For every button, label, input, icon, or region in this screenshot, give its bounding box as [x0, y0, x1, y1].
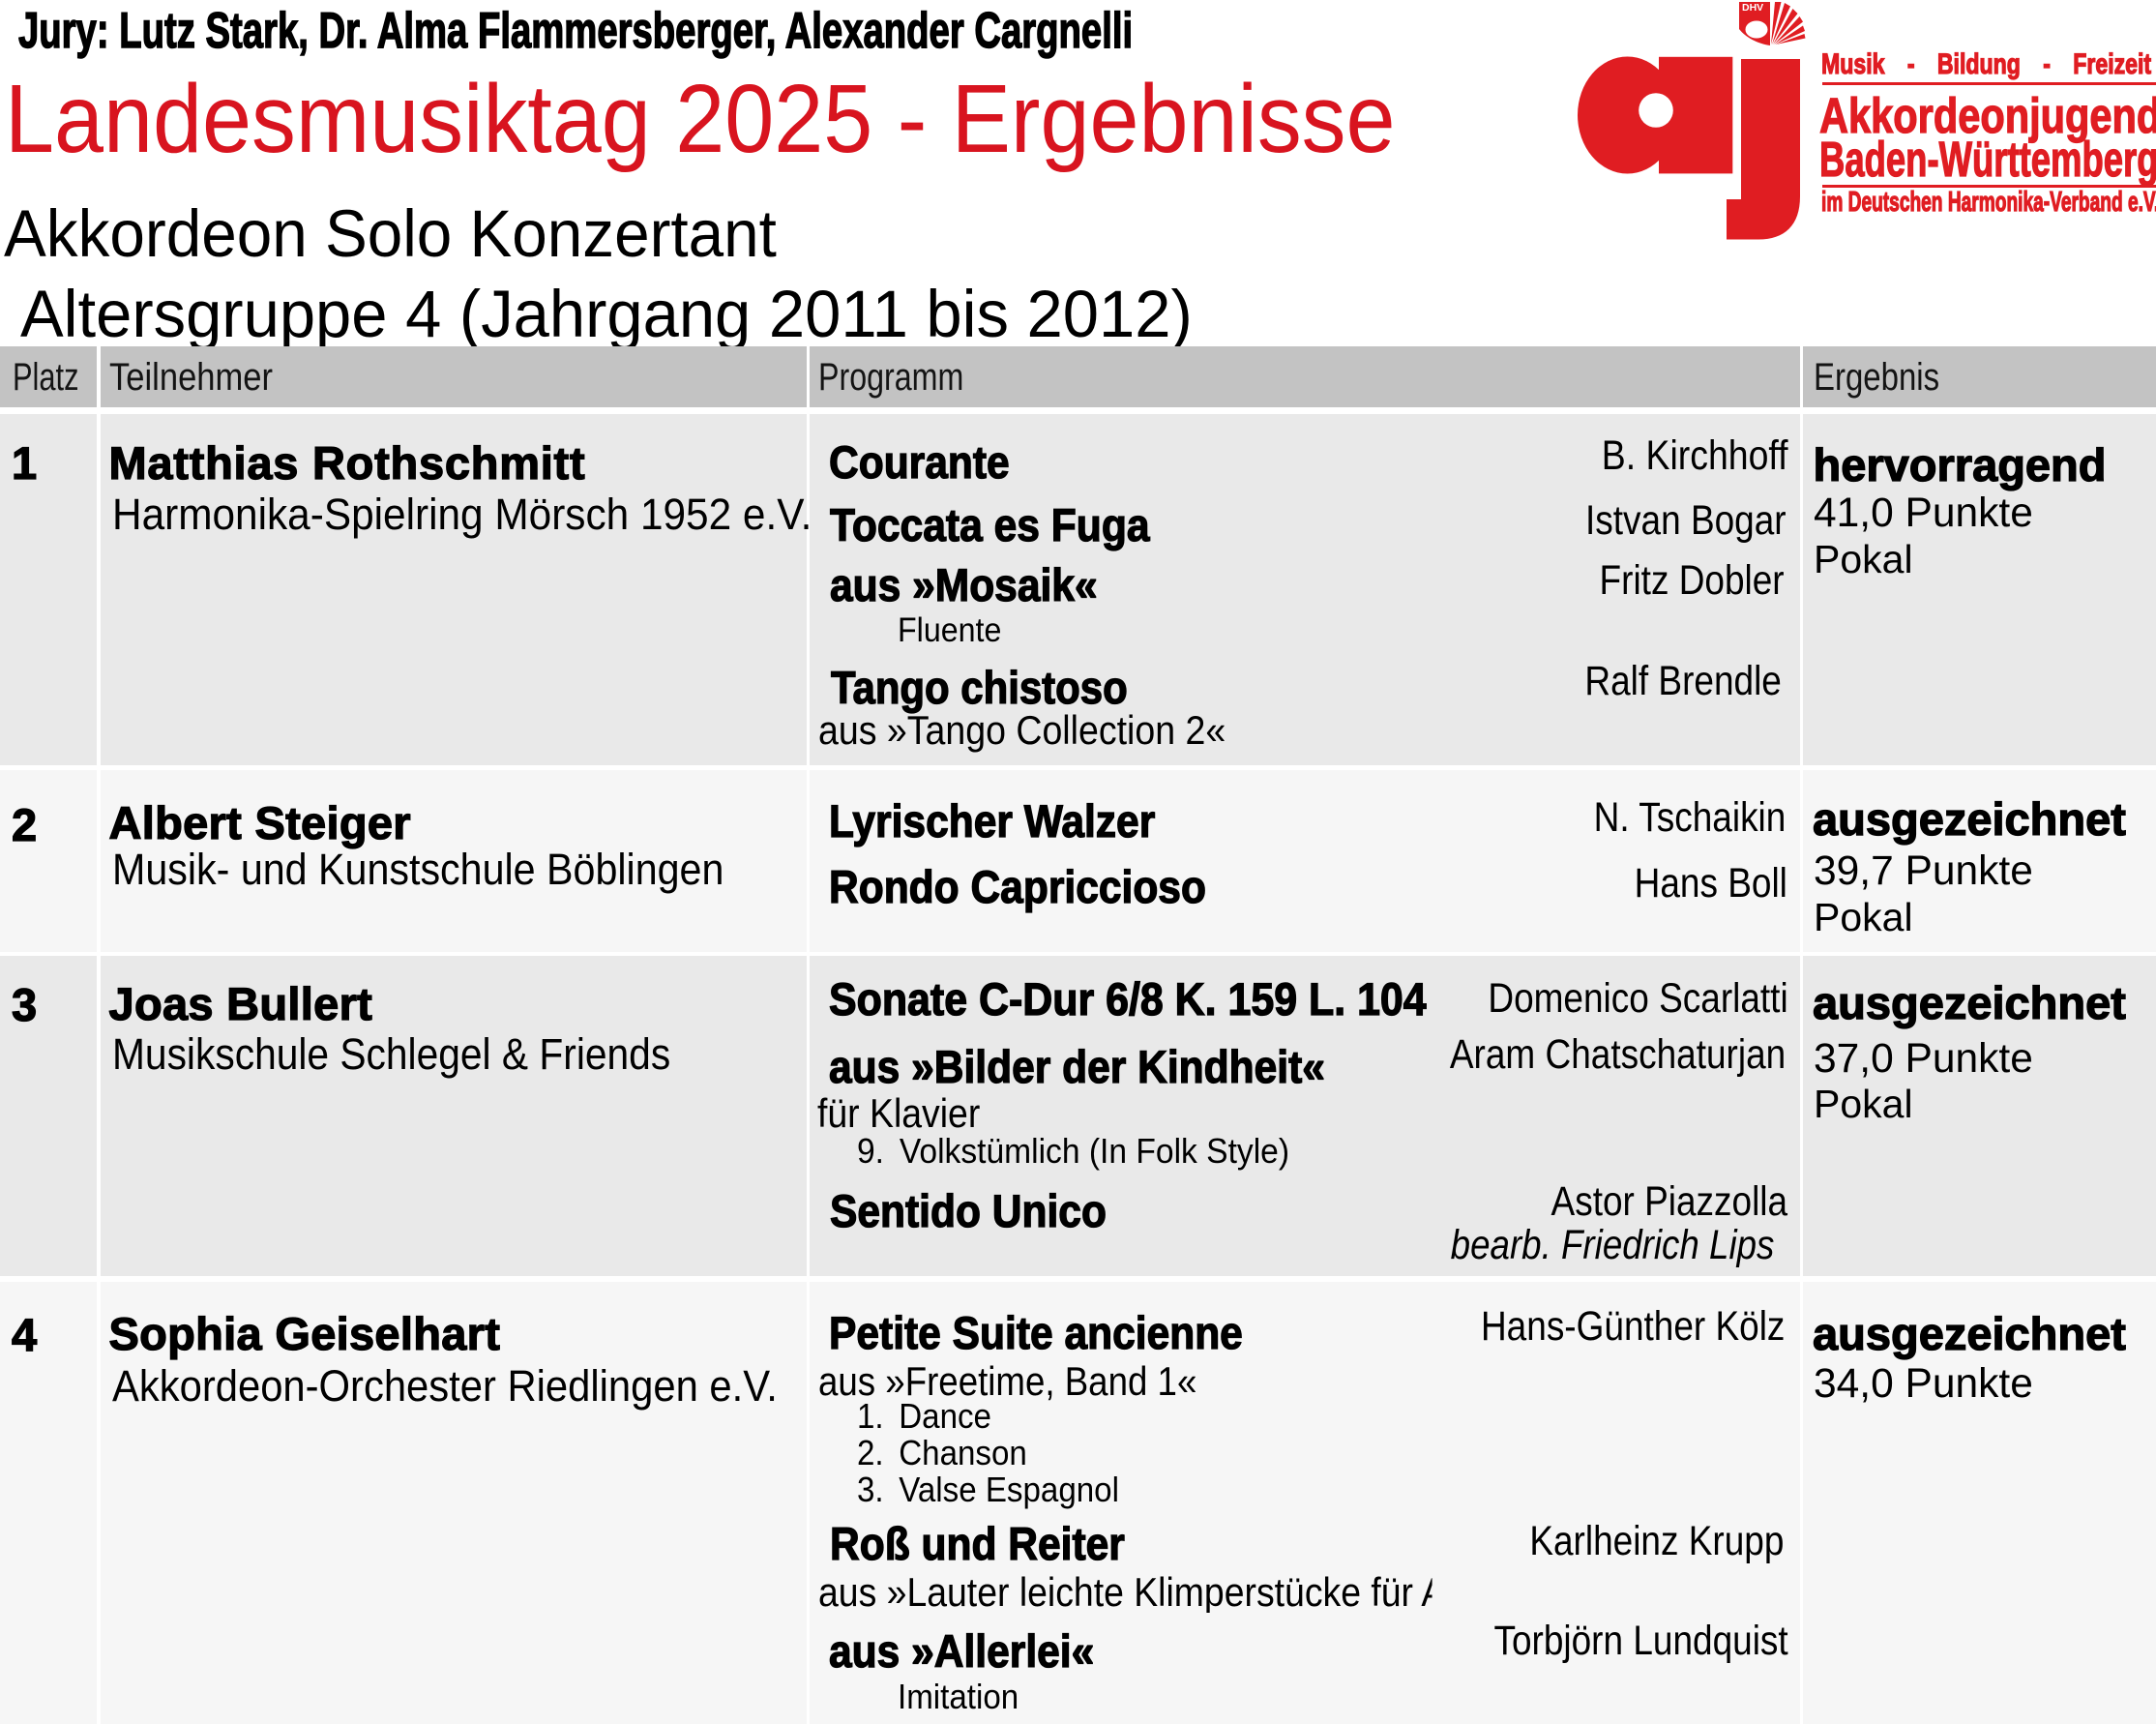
svg-text:DHV: DHV — [1742, 2, 1763, 14]
